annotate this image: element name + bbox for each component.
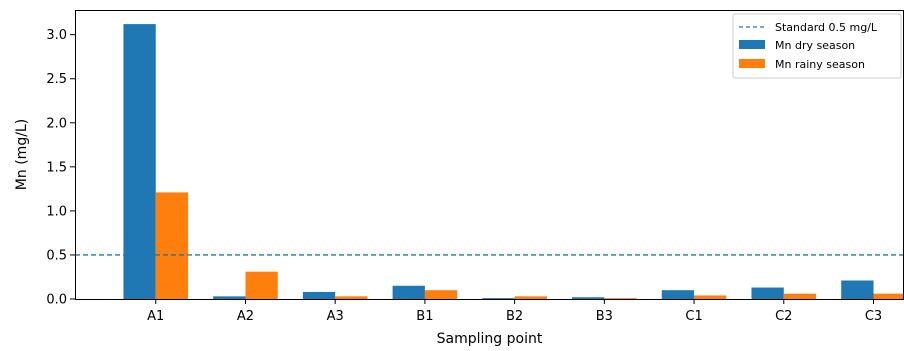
y-tick-label: 1.5 [46,160,67,175]
x-tick-label: A1 [147,309,164,324]
y-tick-label: 1.0 [46,204,67,219]
legend-box [732,13,902,79]
x-tick-label: C1 [685,309,702,324]
x-tick-label: B2 [506,309,523,324]
bar-dry-C3 [841,280,874,299]
x-tick-label: B1 [416,309,433,324]
bar-dry-B2 [482,298,515,299]
x-tick-label: C2 [775,309,792,324]
x-tick-label: A2 [237,309,254,324]
bar-rainy-B2 [514,296,547,299]
bar-rainy-C2 [783,293,817,299]
bar-dry-A2 [213,296,246,299]
legend-rainy-season-swatch [739,59,765,68]
bar-dry-A3 [302,291,336,299]
y-axis-title: Mn (mg/L) [14,119,30,190]
bar-rainy-C1 [694,295,727,299]
bar-dry-B1 [392,285,425,299]
y-tick-label: 2.5 [46,72,67,87]
x-axis: A1 A2 A3 B1 B2 B3 C1 C2 C3 [147,299,882,324]
legend-dry-season-label: Mn dry season [775,39,855,52]
bars-layer [123,24,904,299]
bar-rainy-A3 [335,296,368,299]
bar-dry-A1 [123,24,156,299]
y-tick-label: 0.0 [46,293,67,308]
y-tick-label: 0.5 [46,248,67,263]
legend-dry-season-swatch [739,40,765,49]
bar-rainy-B3 [604,298,637,299]
x-tick-label: C3 [865,309,882,324]
bar-dry-C2 [751,287,784,299]
bar-rainy-C3 [873,293,904,299]
bar-dry-C1 [661,290,695,299]
bar-rainy-A1 [155,192,189,299]
y-tick-label: 3.0 [46,28,67,43]
x-tick-label: A3 [327,309,344,324]
y-tick-label: 2.0 [46,116,67,131]
x-axis-title: Sampling point [437,331,543,347]
bar-rainy-A2 [245,271,278,299]
x-tick-label: B3 [596,309,613,324]
y-axis: 0.0 0.5 1.0 1.5 2.0 2.5 3.0 [46,28,75,308]
legend-rainy-season-label: Mn rainy season [775,58,865,71]
bar-rainy-B1 [424,290,458,299]
legend: Standard 0.5 mg/L Mn dry season Mn rainy… [732,13,902,79]
bar-dry-B3 [572,297,605,299]
legend-reference-label: Standard 0.5 mg/L [775,21,878,34]
